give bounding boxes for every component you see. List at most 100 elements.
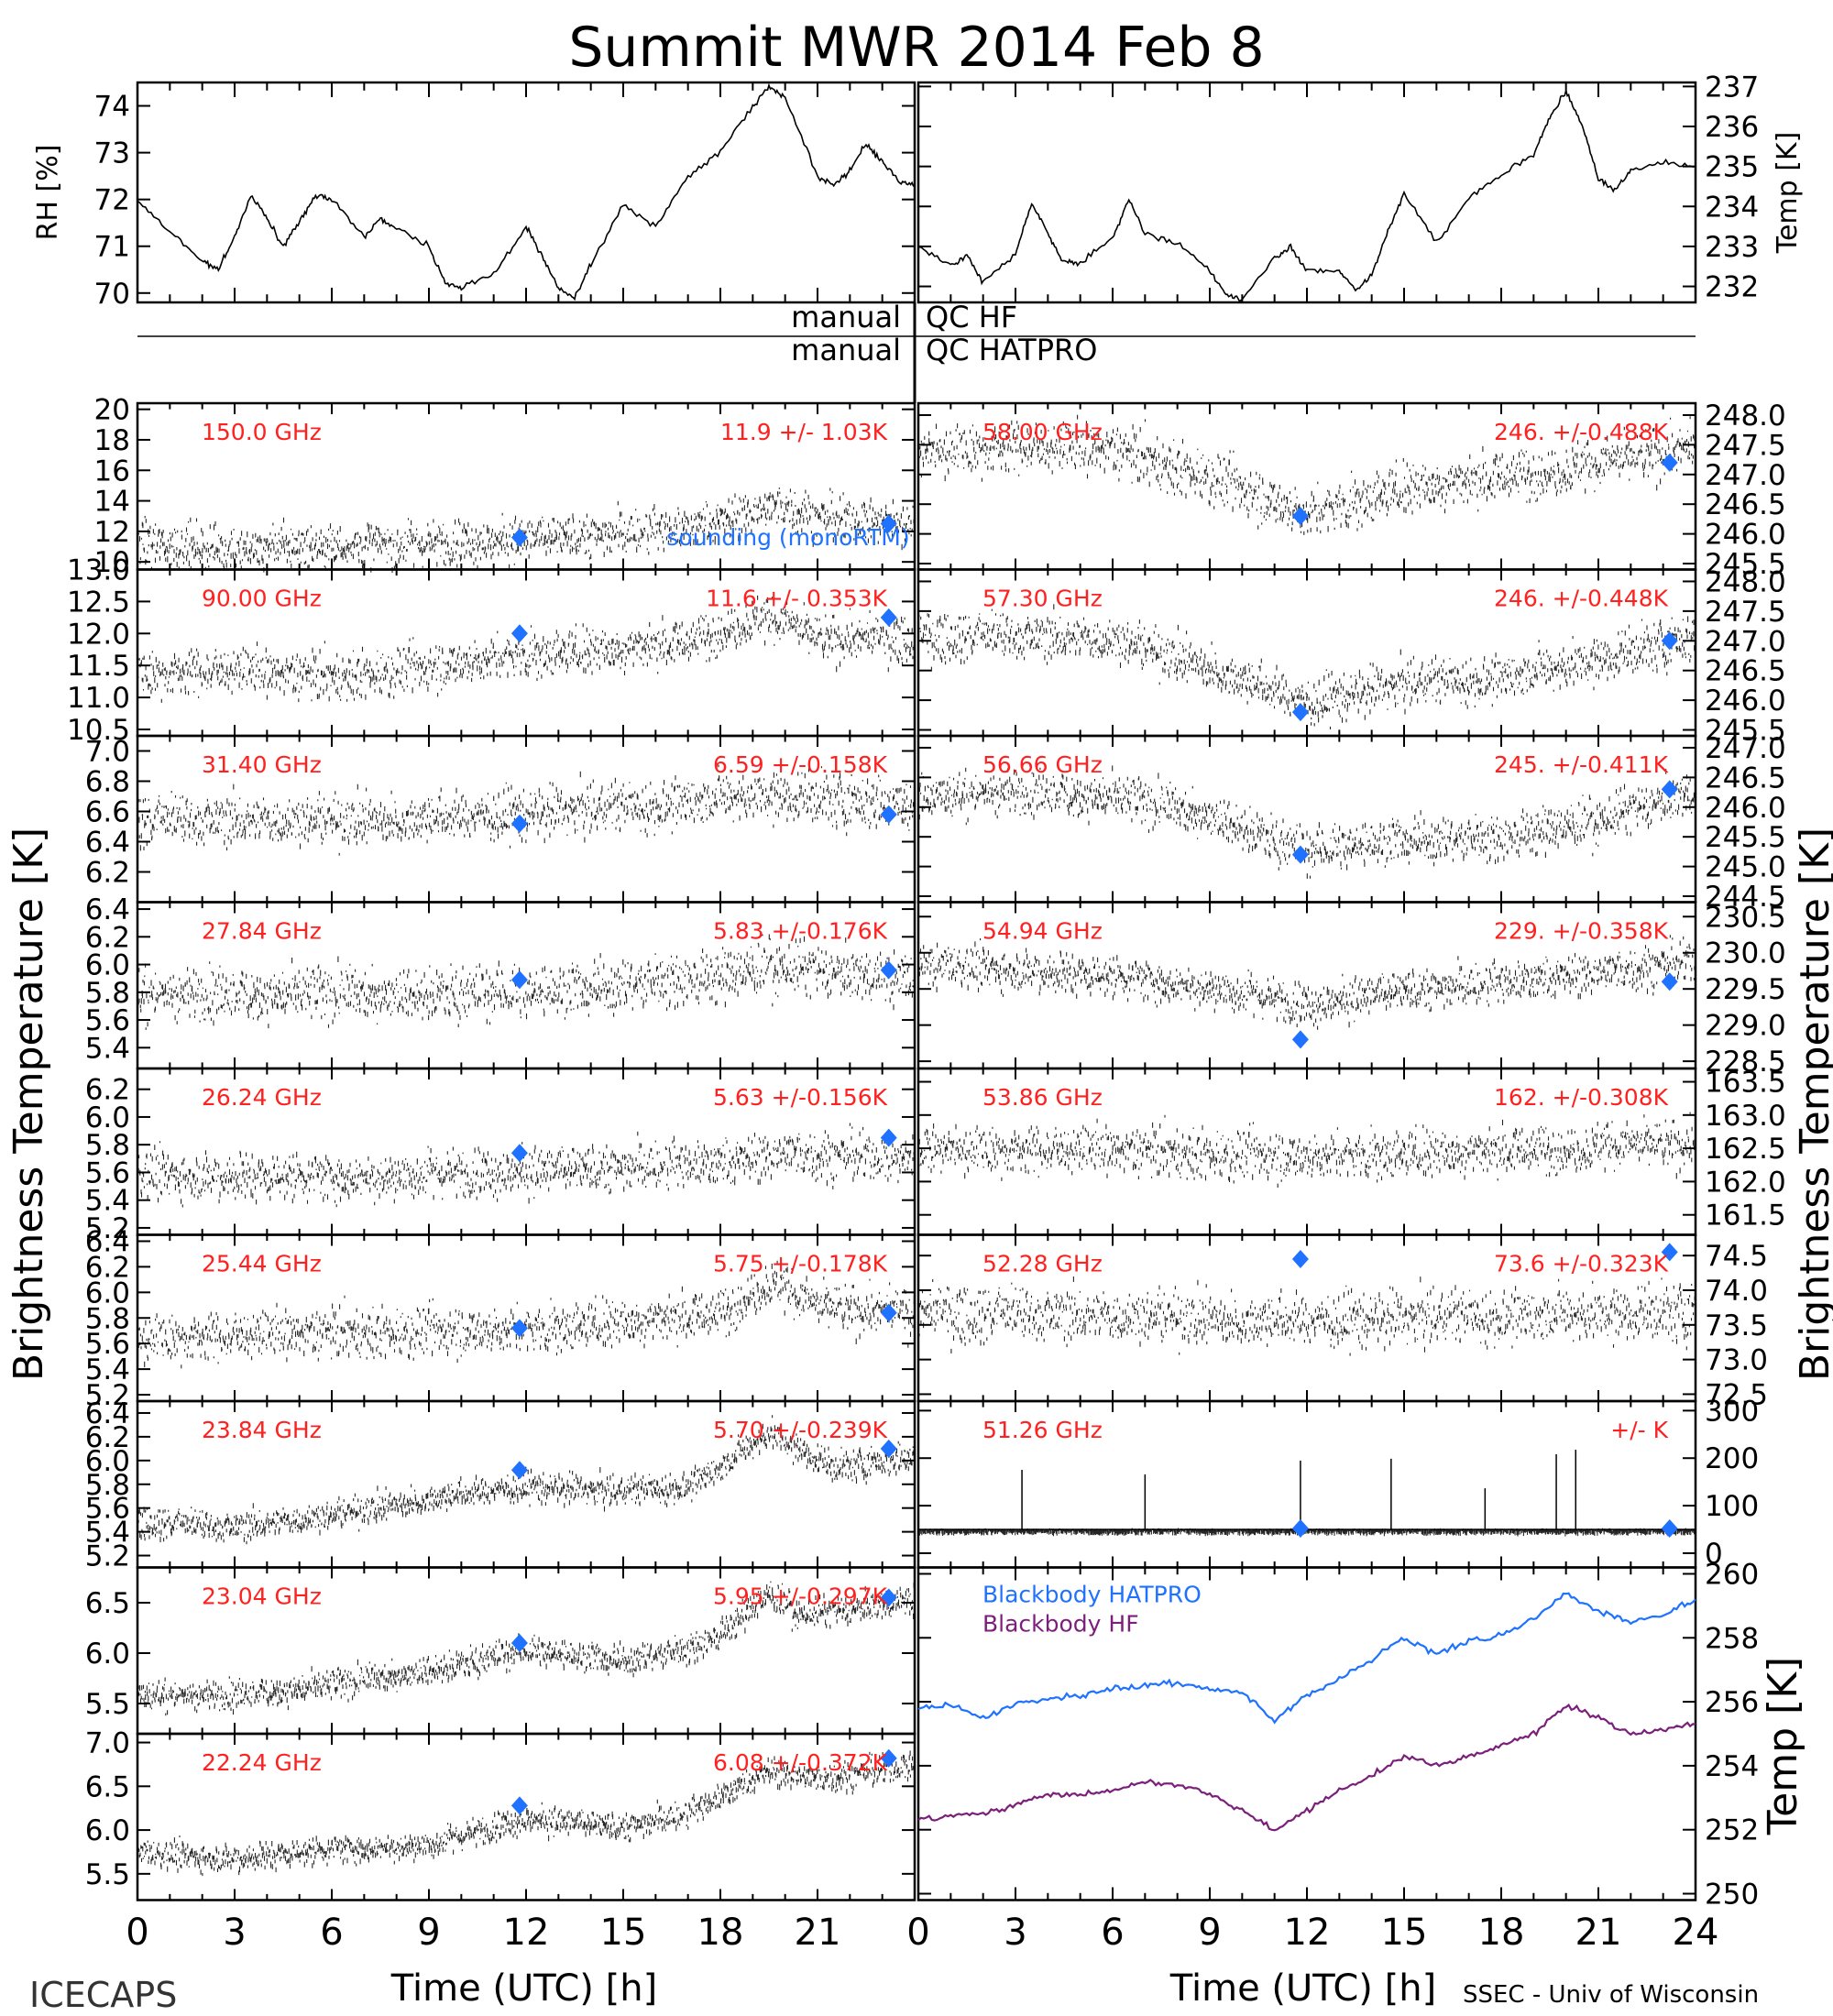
hatpro-0-tick-label: 248.0 — [1705, 400, 1786, 433]
hatpro-5-stats-label: 73.6 +/-0.323K — [1494, 1251, 1669, 1277]
hatpro-6-tick-label: 100 — [1705, 1490, 1759, 1523]
hatpro-2-tick-label: 245.5 — [1705, 821, 1786, 854]
rh-tick-label: 73 — [94, 137, 130, 170]
hf-3-tick-label: 6.4 — [85, 893, 130, 926]
hatpro-5-tick-label: 73.5 — [1705, 1309, 1768, 1342]
hf-8-stats-label: 6.08 +/-0.372K — [713, 1749, 888, 1776]
x-tick-label-right: 0 — [906, 1912, 929, 1954]
hatpro-4-tick-label: 162.0 — [1705, 1166, 1786, 1199]
hf-7-tick-label: 6.0 — [85, 1638, 130, 1671]
hf-0-tick-label: 16 — [94, 455, 130, 488]
hf-6-tick-label: 5.6 — [85, 1493, 130, 1526]
hf-6-data-cloud — [137, 1415, 916, 1545]
temp-tick-label: 237 — [1705, 71, 1759, 104]
hf-6-sounding-marker — [880, 1439, 897, 1458]
hatpro-2-tick-label: 247.0 — [1705, 732, 1786, 765]
hf-0-annotation: sounding (monoRTM) — [666, 524, 909, 551]
rh-tick-label: 70 — [94, 278, 130, 311]
hf-6-tick-label: 5.4 — [85, 1517, 130, 1550]
temp-tick-label: 236 — [1705, 111, 1759, 144]
hf-1-sounding-marker — [880, 608, 897, 627]
x-tick-label-left: 0 — [126, 1912, 148, 1954]
blackbody-tick-label: 260 — [1705, 1558, 1759, 1591]
hf-7-stats-label: 5.95 +/-0.297K — [713, 1583, 888, 1610]
hf-3-tick-label: 6.2 — [85, 921, 130, 954]
hatpro-4-tick-label: 163.0 — [1705, 1100, 1786, 1133]
hatpro-1-data-cloud — [917, 604, 1696, 729]
hf-1-frequency-label: 90.00 GHz — [202, 586, 322, 612]
hatpro-2-data-cloud — [917, 763, 1696, 879]
hatpro-4-tick-label: 162.5 — [1705, 1133, 1786, 1166]
blackbody-tick-label: 250 — [1705, 1879, 1759, 1912]
rh-panel-frame — [136, 81, 916, 304]
hatpro-3-tick-label: 229.0 — [1705, 1010, 1786, 1043]
hf-2-sounding-marker — [880, 805, 897, 824]
qc-hatpro-label: QC HATPRO — [926, 333, 1097, 367]
qc-manual-label-hf: manual — [791, 300, 901, 334]
x-tick-label-left: 12 — [503, 1912, 550, 1954]
hatpro-4-frequency-label: 53.86 GHz — [982, 1084, 1103, 1111]
footer-icecaps: ICECAPS — [29, 1975, 177, 2015]
x-tick-label-right: 18 — [1478, 1912, 1525, 1954]
hf-4-data-cloud — [137, 1123, 916, 1208]
hf-2-stats-label: 6.59 +/-0.158K — [713, 751, 888, 778]
hatpro-6-tick-label: 0 — [1705, 1538, 1723, 1571]
hf-0-frequency-label: 150.0 GHz — [202, 419, 322, 445]
hf-2-tick-label: 7.0 — [85, 736, 130, 769]
hf-8-frequency-label: 22.24 GHz — [202, 1749, 322, 1776]
x-tick-label-left: 21 — [795, 1912, 841, 1954]
hf-5-sounding-marker — [510, 1319, 528, 1338]
hf-6-tick-label: 6.4 — [85, 1397, 130, 1430]
rh-series-line — [137, 82, 916, 301]
x-axis-label-left: Time (UTC) [h] — [390, 1967, 657, 2010]
hf-8-tick-label: 5.5 — [85, 1858, 130, 1891]
hatpro-5-frequency-label: 52.28 GHz — [982, 1251, 1103, 1277]
hf-2-sounding-marker — [510, 814, 528, 833]
temp-series-line — [917, 90, 1696, 302]
temp-tick-label: 233 — [1705, 231, 1759, 264]
hatpro-0-frequency-label: 58.00 GHz — [982, 419, 1103, 445]
y-axis-label-right: Brightness Temperature [K] — [1792, 827, 1833, 1381]
hatpro-6-tick-label: 200 — [1705, 1442, 1759, 1475]
rh-axis-label: RH [%] — [32, 145, 64, 241]
hatpro-5-tick-label: 74.0 — [1705, 1275, 1768, 1308]
hf-1-tick-label: 12.5 — [67, 586, 130, 619]
hatpro-1-tick-label: 246.0 — [1705, 685, 1786, 718]
hf-5-tick-label: 6.4 — [85, 1225, 130, 1258]
hf-1-tick-label: 13.0 — [67, 554, 130, 587]
hf-4-tick-label: 6.2 — [85, 1074, 130, 1107]
hatpro-3-tick-label: 230.0 — [1705, 937, 1786, 970]
hf-5-tick-label: 6.0 — [85, 1276, 130, 1309]
blackbody-tick-label: 258 — [1705, 1622, 1759, 1655]
hf-3-tick-label: 5.6 — [85, 1004, 130, 1037]
temp-tick-label: 235 — [1705, 151, 1759, 184]
hatpro-2-tick-label: 246.0 — [1705, 792, 1786, 825]
hf-6-tick-label: 6.2 — [85, 1421, 130, 1454]
hatpro-6-stats-label: +/- K — [1610, 1417, 1668, 1443]
hatpro-0-sounding-marker — [1291, 507, 1309, 526]
blackbody-legend-hf: Blackbody HF — [982, 1611, 1139, 1638]
hf-2-tick-label: 6.2 — [85, 857, 130, 890]
hatpro-0-data-cloud — [917, 414, 1696, 535]
hf-5-data-cloud — [137, 1260, 915, 1369]
hf-3-tick-label: 6.0 — [85, 949, 130, 982]
hatpro-5-tick-label: 73.0 — [1705, 1344, 1768, 1377]
hatpro-0-tick-label: 245.5 — [1705, 548, 1786, 581]
hf-4-tick-label: 5.4 — [85, 1185, 130, 1218]
x-tick-label-right: 15 — [1381, 1912, 1428, 1954]
x-tick-label-right: 6 — [1101, 1912, 1124, 1954]
hf-3-sounding-marker — [880, 960, 897, 980]
hatpro-2-sounding-marker — [1661, 780, 1678, 799]
panels: 70 71 72 73 74 232 233 234 235 236 237 RH [%] Temp [… — [32, 71, 1806, 1954]
hatpro-4-stats-label: 162. +/-0.308K — [1494, 1084, 1669, 1111]
x-tick-label-right: 24 — [1673, 1912, 1719, 1954]
hatpro-0-tick-label: 246.5 — [1705, 488, 1786, 521]
chart-title: Summit MWR 2014 Feb 8 — [568, 16, 1264, 80]
hf-6-sounding-marker — [510, 1461, 528, 1480]
temp-tick-label: 232 — [1705, 271, 1759, 304]
hf-4-tick-label: 6.0 — [85, 1101, 130, 1134]
blackbody-axis-label: Temp [K] — [1760, 1657, 1806, 1835]
blackbody-series-hf — [917, 1704, 1696, 1832]
hatpro-6-tick-label: 300 — [1705, 1395, 1759, 1428]
